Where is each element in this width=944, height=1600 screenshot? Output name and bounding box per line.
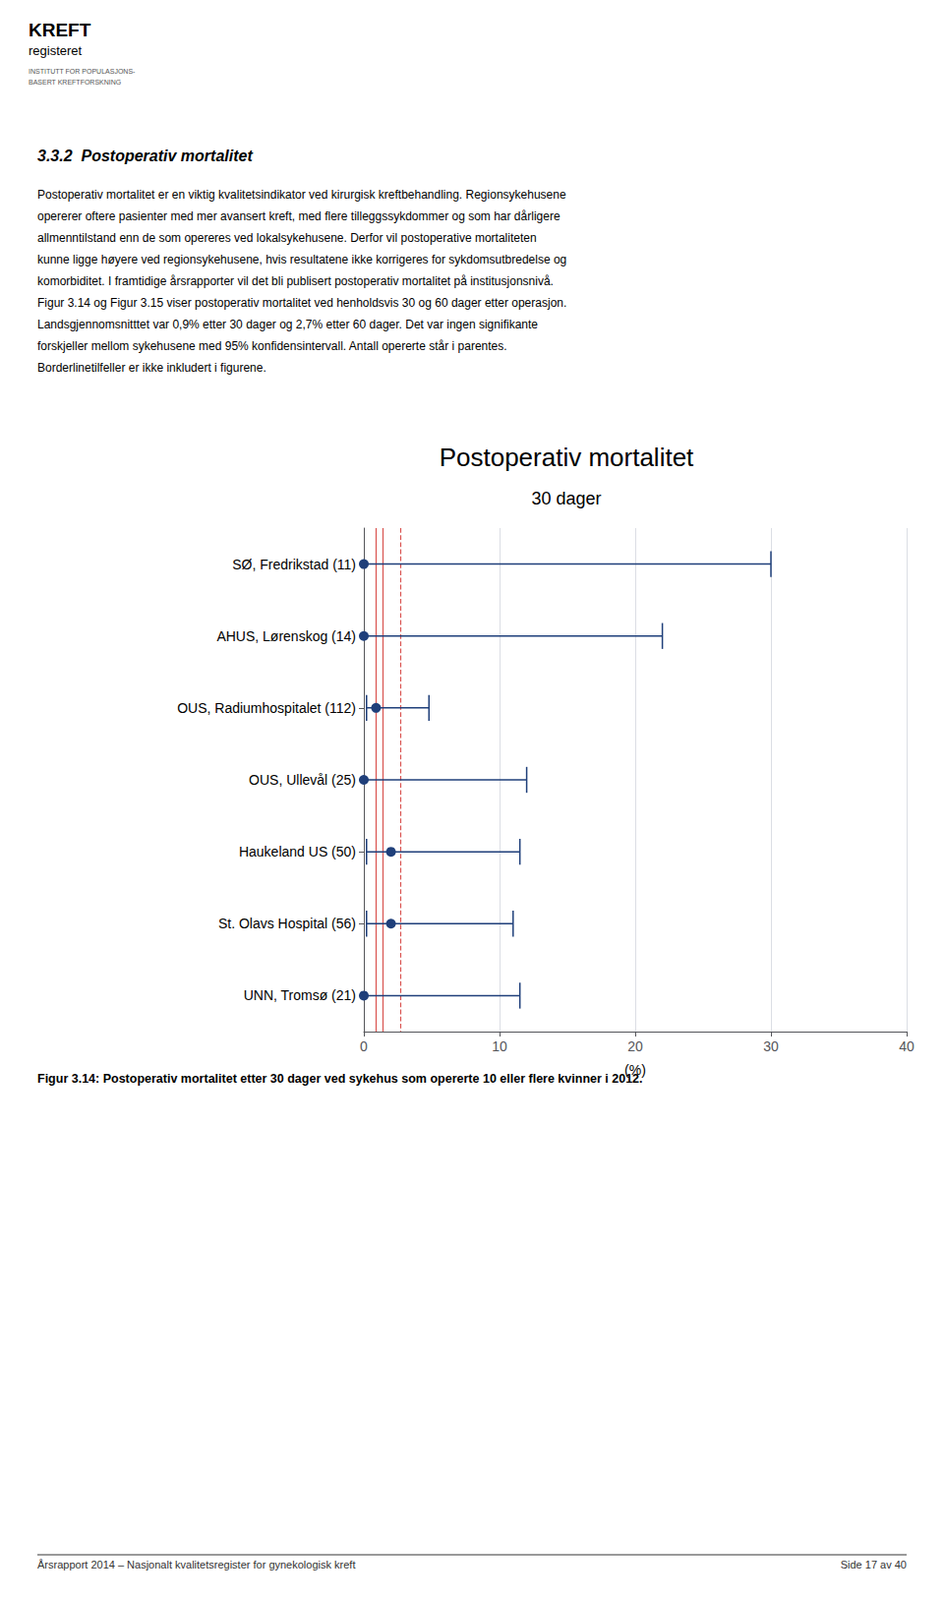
svg-text:10: 10 [491, 1038, 508, 1055]
svg-text:kunne ligge høyere ved regions: kunne ligge høyere ved regionsykehusene,… [37, 252, 567, 267]
svg-text:St. Olavs Hospital (56): St. Olavs Hospital (56) [218, 915, 356, 932]
svg-text:Postoperativ mortalitet er en: Postoperativ mortalitet er en viktig kva… [37, 187, 567, 202]
svg-text:forskjeller mellom sykehusene: forskjeller mellom sykehusene med 95% ko… [37, 339, 508, 354]
svg-text:registeret: registeret [28, 43, 83, 59]
svg-text:Side 17 av 40: Side 17 av 40 [840, 1558, 907, 1571]
svg-text:komorbiditet. I framtidige års: komorbiditet. I framtidige årsrapporter … [37, 274, 554, 289]
svg-text:KREFT: KREFT [28, 19, 92, 41]
svg-text:opererer oftere pasienter med: opererer oftere pasienter med mer avanse… [37, 209, 561, 224]
svg-text:INSTITUTT FOR POPULASJONS-: INSTITUTT FOR POPULASJONS- [28, 67, 136, 75]
svg-text:allmenntilstand enn de som ope: allmenntilstand enn de som opereres ved … [37, 231, 537, 245]
svg-text:OUS, Radiumhospitalet (112): OUS, Radiumhospitalet (112) [177, 700, 356, 716]
svg-text:0: 0 [359, 1038, 368, 1055]
svg-text:Figur 3.14: Postoperativ morta: Figur 3.14: Postoperativ mortalitet ette… [37, 1071, 644, 1086]
svg-text:OUS, Ullevål (25): OUS, Ullevål (25) [248, 771, 356, 788]
svg-text:3.3.2 Postoperativ mortalitet: 3.3.2 Postoperativ mortalitet [37, 147, 253, 165]
svg-text:Borderlinetilfeller er ikke in: Borderlinetilfeller er ikke inkludert i … [37, 360, 267, 375]
svg-text:40: 40 [898, 1038, 915, 1055]
svg-text:(%): (%) [624, 1062, 647, 1078]
svg-text:BASERT KREFTFORSKNING: BASERT KREFTFORSKNING [28, 78, 121, 86]
svg-text:Figur 3.14 og Figur 3.15 viser: Figur 3.14 og Figur 3.15 viser postopera… [37, 295, 567, 310]
svg-text:Postoperativ mortalitet: Postoperativ mortalitet [439, 442, 695, 472]
svg-text:UNN, Tromsø (21): UNN, Tromsø (21) [243, 987, 356, 1003]
svg-text:Haukeland US (50): Haukeland US (50) [238, 843, 356, 860]
svg-text:Årsrapport 2014 – Nasjonalt kv: Årsrapport 2014 – Nasjonalt kvalitetsreg… [37, 1558, 355, 1571]
svg-text:30: 30 [763, 1038, 779, 1055]
svg-text:30 dager: 30 dager [531, 488, 601, 509]
svg-text:Landsgjennomsnitttet var 0,9%: Landsgjennomsnitttet var 0,9% etter 30 d… [37, 317, 538, 332]
svg-text:20: 20 [627, 1038, 644, 1055]
svg-text:SØ, Fredrikstad (11): SØ, Fredrikstad (11) [232, 556, 356, 573]
svg-text:AHUS, Lørenskog (14): AHUS, Lørenskog (14) [216, 628, 356, 645]
